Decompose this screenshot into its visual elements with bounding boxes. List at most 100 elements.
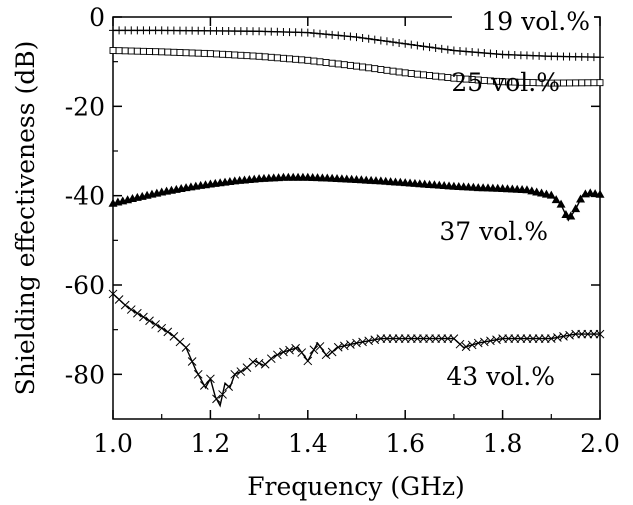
plus-marker [425, 43, 434, 52]
x-marker [266, 354, 276, 364]
x-marker [413, 334, 422, 343]
square-marker [249, 52, 257, 60]
square-marker [109, 47, 117, 54]
x-marker [132, 308, 142, 318]
x-marker [425, 334, 434, 343]
square-marker [322, 59, 330, 66]
triangle-marker [546, 190, 556, 199]
x-marker [315, 342, 325, 351]
square-marker [590, 79, 598, 87]
plus-marker [376, 36, 385, 45]
square-marker [170, 48, 178, 56]
x-marker [571, 329, 581, 339]
y-tick-label: -20 [65, 92, 105, 121]
x-tick-label: 1.8 [483, 429, 523, 458]
plus-marker [492, 50, 501, 59]
plus-marker [431, 43, 440, 52]
square-marker [560, 79, 567, 87]
x-marker [455, 339, 465, 349]
x-marker [504, 334, 514, 343]
plus-marker [382, 37, 391, 46]
square-marker [243, 52, 251, 60]
square-marker [334, 60, 342, 68]
triangle-marker [576, 194, 586, 203]
square-marker [365, 64, 373, 72]
plus-marker [352, 33, 361, 42]
x-marker [431, 334, 440, 343]
x-marker [303, 356, 313, 366]
plus-marker [486, 49, 495, 58]
x-marker [534, 334, 544, 343]
x-marker [297, 348, 307, 357]
square-marker [121, 47, 129, 55]
plus-marker [407, 40, 416, 49]
plus-marker [419, 42, 428, 51]
plus-marker [328, 30, 337, 39]
x-marker [236, 367, 246, 376]
x-marker [467, 340, 477, 350]
x-marker [163, 327, 173, 337]
square-marker [273, 54, 281, 62]
x-marker [139, 312, 148, 322]
square-marker [346, 61, 354, 69]
plus-marker [309, 29, 318, 38]
x-marker [400, 334, 410, 343]
square-marker [395, 68, 403, 76]
square-marker [596, 79, 604, 87]
square-marker [200, 49, 208, 57]
triangle-marker [595, 189, 605, 198]
plus-marker [449, 46, 458, 55]
x-marker [595, 329, 605, 339]
plus-marker [340, 31, 349, 40]
triangle-marker [556, 199, 566, 208]
square-marker [127, 47, 135, 55]
x-marker [540, 334, 550, 343]
plus-marker [455, 47, 464, 56]
x-marker [181, 343, 191, 352]
square-marker [420, 71, 427, 79]
triangle-marker [566, 211, 576, 220]
square-marker [280, 54, 287, 62]
square-marker [377, 66, 385, 73]
x-marker [193, 369, 203, 379]
x-marker [388, 334, 398, 343]
series-x [108, 289, 605, 408]
x-marker [327, 347, 337, 357]
square-marker [255, 52, 263, 60]
plus-marker [443, 45, 452, 54]
plus-marker [437, 44, 446, 53]
x-marker [145, 316, 154, 326]
square-marker [316, 58, 324, 66]
x-marker [291, 343, 300, 353]
x-marker [309, 345, 319, 355]
square-marker [438, 73, 446, 81]
square-marker [194, 49, 202, 57]
square-marker [444, 74, 452, 81]
series-label: 43 vol.% [446, 362, 555, 391]
square-marker [566, 79, 574, 87]
series-labels: 19 vol.% 25 vol.% 37 vol.% 43 vol.% [439, 7, 594, 391]
series-square [109, 47, 604, 87]
plus-marker [346, 32, 355, 41]
square-marker [206, 50, 214, 58]
x-marker [437, 334, 447, 343]
square-marker [578, 79, 586, 87]
square-marker [133, 47, 141, 55]
x-marker [187, 357, 197, 366]
x-marker [583, 329, 593, 339]
x-marker [516, 334, 526, 343]
series-plus [109, 26, 604, 62]
x-axis-title: Frequency (GHz) [247, 472, 465, 501]
x-marker [218, 390, 227, 399]
x-marker [589, 329, 599, 339]
plus-marker [401, 39, 410, 48]
square-marker [146, 48, 153, 55]
series-label: 25 vol.% [451, 68, 560, 97]
x-marker [279, 347, 288, 357]
square-marker [584, 79, 592, 87]
plus-marker [395, 38, 404, 47]
x-marker [419, 334, 428, 343]
series-label: 19 vol.% [481, 7, 590, 36]
square-marker [231, 51, 239, 59]
